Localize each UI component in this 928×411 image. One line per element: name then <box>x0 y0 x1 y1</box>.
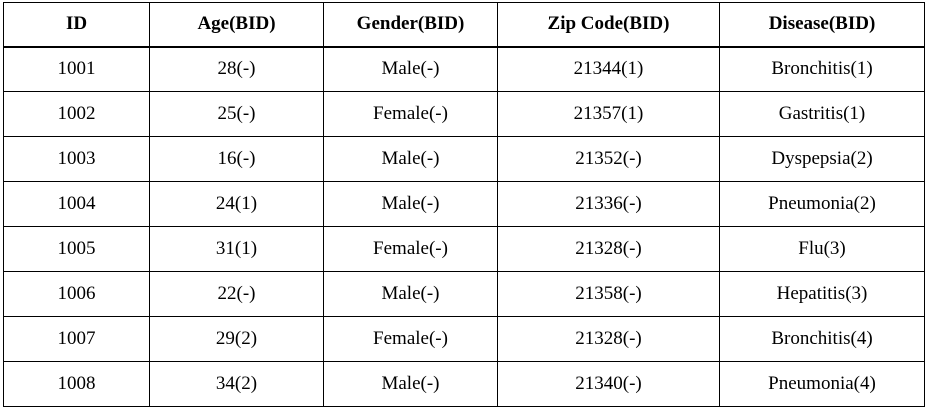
cell-zip-code: 21340(-) <box>497 361 720 407</box>
cell-id: 1001 <box>3 46 150 92</box>
cell-zip-code: 21344(1) <box>497 46 720 92</box>
cell-zip-code: 21336(-) <box>497 181 720 227</box>
cell-zip-code: 21328(-) <box>497 226 720 272</box>
cell-id: 1006 <box>3 271 150 317</box>
cell-id: 1005 <box>3 226 150 272</box>
cell-disease: Pneumonia(4) <box>719 361 925 407</box>
records-table: ID Age(BID) Gender(BID) Zip Code(BID) Di… <box>3 2 925 407</box>
cell-disease: Pneumonia(2) <box>719 181 925 227</box>
cell-zip-code: 21358(-) <box>497 271 720 317</box>
header-disease: Disease(BID) <box>719 2 925 48</box>
cell-zip-code: 21328(-) <box>497 316 720 362</box>
cell-gender: Male(-) <box>323 271 498 317</box>
cell-age: 25(-) <box>149 91 324 137</box>
table-header: ID Age(BID) Gender(BID) Zip Code(BID) Di… <box>3 2 925 48</box>
cell-id: 1003 <box>3 136 150 182</box>
table-body: 1001 28(-) Male(-) 21344(1) Bronchitis(1… <box>3 46 925 407</box>
header-row: ID Age(BID) Gender(BID) Zip Code(BID) Di… <box>3 2 925 48</box>
table-row: 1003 16(-) Male(-) 21352(-) Dyspepsia(2) <box>3 136 925 182</box>
cell-zip-code: 21352(-) <box>497 136 720 182</box>
cell-gender: Male(-) <box>323 136 498 182</box>
cell-disease: Dyspepsia(2) <box>719 136 925 182</box>
cell-id: 1008 <box>3 361 150 407</box>
cell-gender: Male(-) <box>323 46 498 92</box>
cell-gender: Female(-) <box>323 91 498 137</box>
cell-age: 22(-) <box>149 271 324 317</box>
cell-id: 1007 <box>3 316 150 362</box>
cell-disease: Hepatitis(3) <box>719 271 925 317</box>
cell-disease: Gastritis(1) <box>719 91 925 137</box>
cell-age: 16(-) <box>149 136 324 182</box>
header-id: ID <box>3 2 150 48</box>
cell-age: 31(1) <box>149 226 324 272</box>
cell-gender: Male(-) <box>323 181 498 227</box>
cell-age: 34(2) <box>149 361 324 407</box>
table-row: 1008 34(2) Male(-) 21340(-) Pneumonia(4) <box>3 361 925 407</box>
cell-disease: Flu(3) <box>719 226 925 272</box>
cell-id: 1004 <box>3 181 150 227</box>
cell-disease: Bronchitis(1) <box>719 46 925 92</box>
header-zip-code: Zip Code(BID) <box>497 2 720 48</box>
table-row: 1006 22(-) Male(-) 21358(-) Hepatitis(3) <box>3 271 925 317</box>
cell-age: 29(2) <box>149 316 324 362</box>
cell-id: 1002 <box>3 91 150 137</box>
table-row: 1005 31(1) Female(-) 21328(-) Flu(3) <box>3 226 925 272</box>
header-age: Age(BID) <box>149 2 324 48</box>
table-row: 1007 29(2) Female(-) 21328(-) Bronchitis… <box>3 316 925 362</box>
cell-disease: Bronchitis(4) <box>719 316 925 362</box>
header-gender: Gender(BID) <box>323 2 498 48</box>
table-row: 1004 24(1) Male(-) 21336(-) Pneumonia(2) <box>3 181 925 227</box>
cell-age: 24(1) <box>149 181 324 227</box>
cell-gender: Female(-) <box>323 226 498 272</box>
cell-zip-code: 21357(1) <box>497 91 720 137</box>
cell-gender: Male(-) <box>323 361 498 407</box>
cell-age: 28(-) <box>149 46 324 92</box>
table-row: 1002 25(-) Female(-) 21357(1) Gastritis(… <box>3 91 925 137</box>
table-row: 1001 28(-) Male(-) 21344(1) Bronchitis(1… <box>3 46 925 92</box>
cell-gender: Female(-) <box>323 316 498 362</box>
